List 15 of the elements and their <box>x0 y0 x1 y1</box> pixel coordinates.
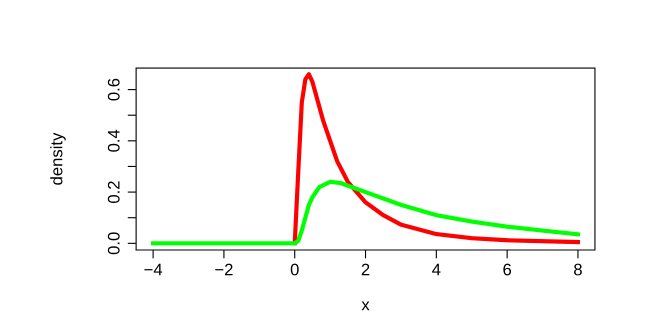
x-tick-label: 8 <box>574 264 582 276</box>
x-tick-label: −2 <box>215 264 233 276</box>
x-tick-label: 2 <box>362 264 370 276</box>
y-tick-label: 0.4 <box>108 130 120 152</box>
x-axis-title: x <box>362 301 370 310</box>
x-tick-label: 4 <box>432 264 440 276</box>
x-tick-label: 6 <box>503 264 512 276</box>
line-series <box>151 180 580 246</box>
y-tick-label: 0.6 <box>108 78 120 101</box>
y-tick-label: 0.2 <box>108 181 120 204</box>
y-tick-label: 0.0 <box>108 232 120 254</box>
y-axis-title: density <box>50 132 66 185</box>
line-series <box>292 72 580 246</box>
x-tick-label: 0 <box>290 264 299 276</box>
x-tick-label: −4 <box>144 264 162 276</box>
